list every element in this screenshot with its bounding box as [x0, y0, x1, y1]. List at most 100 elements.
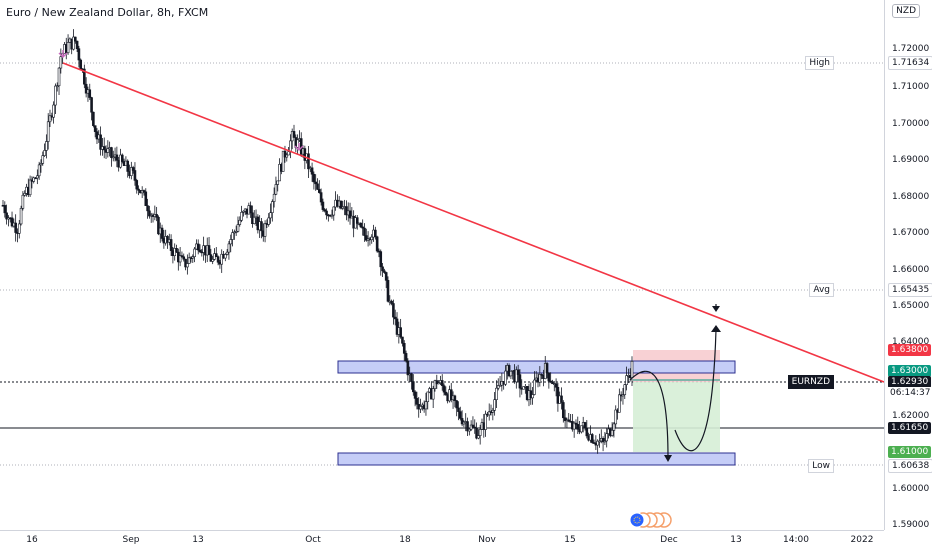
candle-body — [321, 201, 325, 210]
candle-body — [355, 217, 359, 224]
candle-body — [411, 381, 415, 393]
candle-body — [370, 236, 374, 241]
candle-body — [477, 435, 480, 439]
candlestick-series — [1, 29, 634, 454]
currency-badge[interactable]: NZD — [892, 4, 920, 18]
chart-pane[interactable]: Euro / New Zealand Dollar, 8h, FXCM High… — [0, 0, 884, 530]
candle-body — [39, 163, 43, 166]
candle-body — [496, 385, 500, 389]
time-axis[interactable]: 16 Sep 13 Oct 18 Nov 15 Dec 13 14:00 202… — [0, 530, 884, 550]
candle-body — [283, 150, 287, 158]
candle-body — [46, 121, 50, 142]
candle-body — [229, 239, 233, 245]
candle-body — [148, 210, 151, 217]
candle-body — [137, 188, 140, 191]
candle-body — [135, 180, 139, 190]
candle-body — [196, 243, 200, 251]
candle-body — [289, 140, 292, 152]
time-tick: 13 — [730, 535, 742, 545]
candle-body — [596, 440, 599, 446]
candle-body — [567, 419, 571, 422]
candle-body — [17, 223, 21, 234]
candle-body — [605, 433, 608, 442]
candle-body — [475, 427, 478, 439]
price-tick: 1.59000 — [892, 520, 930, 530]
candle-body — [312, 173, 316, 183]
take-profit-zone[interactable] — [633, 382, 720, 452]
candle-body — [630, 361, 634, 378]
candle-body — [473, 426, 477, 429]
candle-body — [419, 406, 422, 410]
candle-body — [45, 141, 48, 151]
candle-body — [531, 394, 534, 399]
candle-body — [598, 440, 601, 443]
candle-body — [580, 425, 583, 433]
candle-body — [155, 214, 158, 218]
candle-body — [522, 386, 525, 390]
candle-body — [178, 255, 182, 263]
candle-body — [323, 209, 327, 212]
candle-body — [310, 167, 314, 175]
candle-body — [440, 380, 444, 386]
candle-body — [516, 369, 520, 375]
candle-body — [211, 259, 214, 262]
candle-body — [547, 372, 551, 382]
projection-path-2[interactable] — [674, 329, 717, 452]
candle-body — [491, 409, 495, 413]
candle-body — [610, 430, 614, 436]
candle-body — [5, 212, 8, 220]
price-tick: 1.69000 — [892, 155, 930, 165]
candle-body — [191, 256, 195, 259]
candle-body — [361, 226, 364, 229]
support-zone[interactable] — [337, 452, 736, 466]
candle-body — [92, 111, 95, 126]
candle-body — [590, 434, 594, 443]
candle-body — [59, 56, 63, 69]
candle-body — [431, 388, 435, 400]
candle-body — [381, 266, 384, 272]
candle-body — [453, 395, 457, 401]
candle-body — [484, 413, 487, 430]
candle-body — [144, 191, 148, 206]
candle-body — [392, 303, 395, 318]
candle-body — [576, 424, 580, 430]
candle-body — [72, 36, 75, 50]
candle-body — [498, 384, 502, 387]
candle-body — [468, 428, 471, 432]
candle-body — [379, 251, 383, 268]
candle-body — [493, 399, 496, 411]
candle-body — [115, 154, 119, 161]
candle-body — [214, 253, 218, 257]
low-label: Low — [808, 459, 834, 473]
candle-body — [551, 381, 554, 385]
arrow-down-marker-icon — [712, 306, 720, 312]
candle-body — [424, 401, 428, 410]
candle-body — [102, 146, 106, 151]
candle-body — [384, 272, 388, 281]
candle-body — [365, 235, 368, 241]
candle-body — [99, 134, 102, 150]
economic-events-icon[interactable] — [629, 512, 672, 528]
candle-body — [325, 210, 328, 216]
chart-canvas[interactable] — [0, 0, 884, 530]
candle-body — [426, 391, 430, 402]
candle-body — [269, 212, 272, 219]
candle-body — [126, 160, 130, 172]
candle-body — [556, 386, 560, 404]
candle-body — [260, 221, 263, 232]
entry-price-tag: 1.63000 — [888, 365, 932, 377]
projection-path[interactable] — [629, 370, 669, 459]
candle-body — [193, 248, 196, 257]
pivot-arrow-icon — [294, 143, 304, 151]
price-axis[interactable]: NZD 1.72000 1.71000 1.70000 1.69000 1.68… — [884, 0, 932, 530]
candle-body — [240, 211, 243, 221]
candle-body — [621, 394, 625, 397]
trendline[interactable] — [62, 62, 884, 383]
candle-body — [415, 398, 419, 405]
candle-body — [28, 179, 32, 196]
candle-body — [216, 256, 220, 263]
candle-body — [276, 180, 280, 185]
candle-body — [84, 83, 88, 94]
candle-body — [271, 201, 274, 213]
candle-body — [623, 384, 627, 395]
